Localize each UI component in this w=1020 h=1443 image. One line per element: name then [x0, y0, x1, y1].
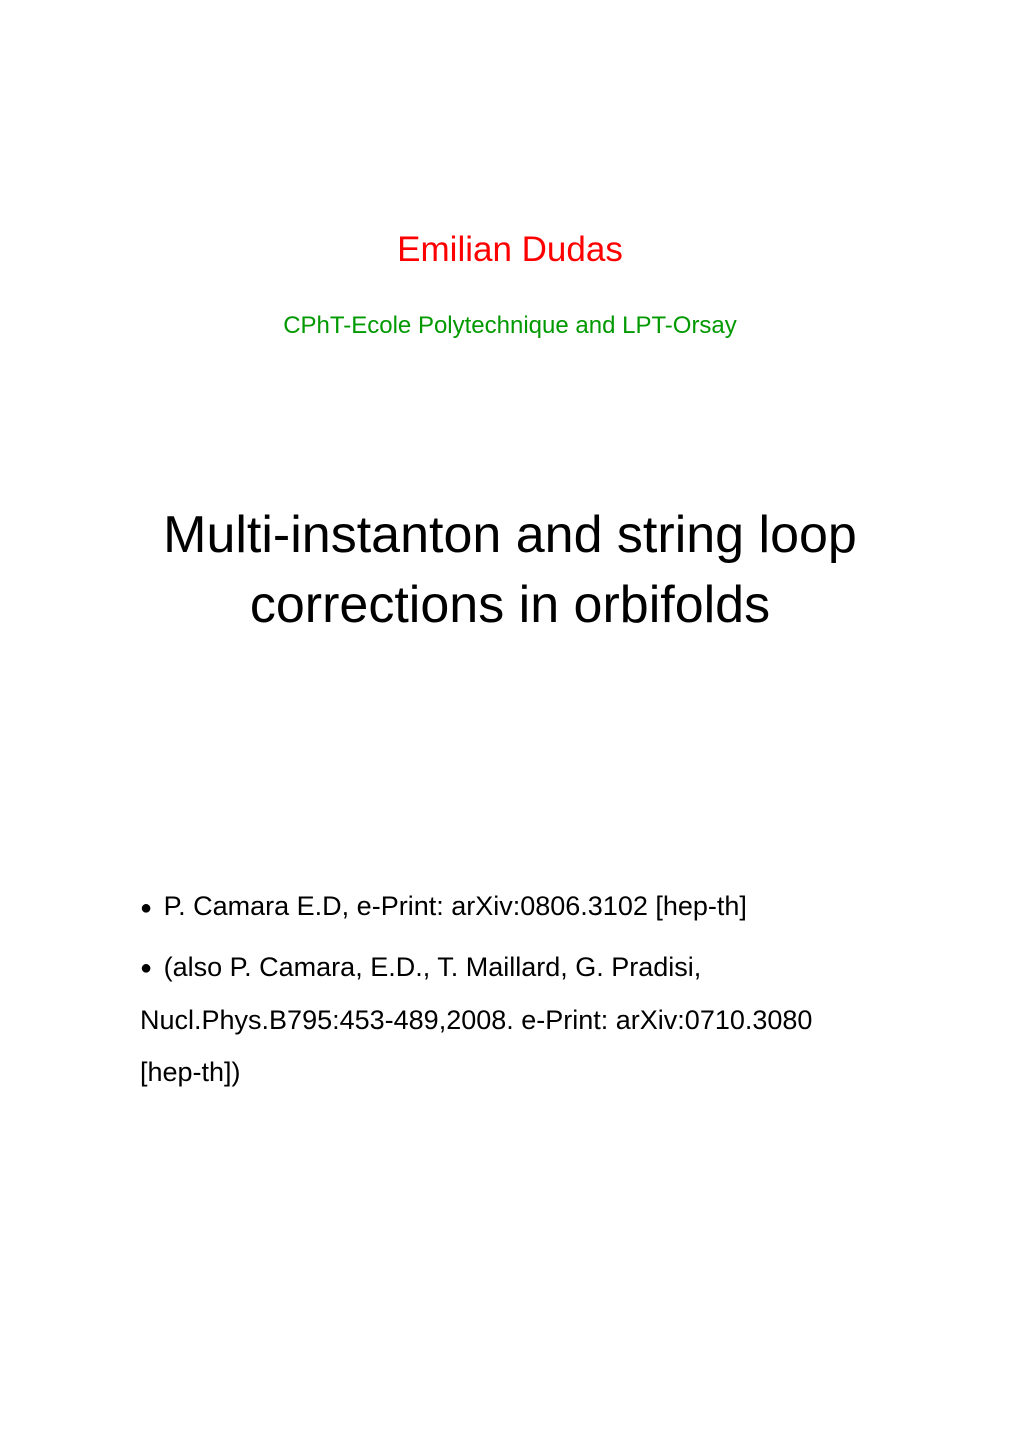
presentation-title: Multi-instanton and string loop correcti…: [140, 500, 880, 640]
bullet-icon: ●: [140, 897, 152, 919]
author-name: Emilian Dudas: [140, 230, 880, 270]
reference-item: ● P. Camara E.D, e-Print: arXiv:0806.310…: [140, 880, 880, 933]
author-affiliation: CPhT-Ecole Polytechnique and LPT-Orsay: [140, 312, 880, 340]
references-list: ● P. Camara E.D, e-Print: arXiv:0806.310…: [140, 880, 880, 1099]
slide-content: Emilian Dudas CPhT-Ecole Polytechnique a…: [0, 0, 1020, 1099]
reference-text: P. Camara E.D, e-Print: arXiv:0806.3102 …: [164, 891, 747, 921]
bullet-icon: ●: [140, 957, 152, 979]
reference-item: ● (also P. Camara, E.D., T. Maillard, G.…: [140, 941, 880, 1099]
reference-text: (also P. Camara, E.D., T. Maillard, G. P…: [140, 952, 812, 1087]
